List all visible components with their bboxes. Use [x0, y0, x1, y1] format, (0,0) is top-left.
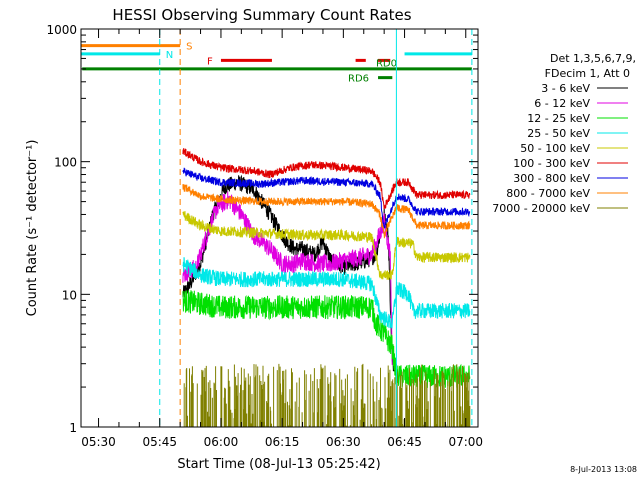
x-tick-label: 05:45 — [142, 435, 177, 449]
legend-label: 100 - 300 keV — [513, 157, 590, 170]
y-tick-label: 1 — [69, 421, 77, 435]
flag-label: RD6 — [348, 74, 369, 85]
series-7 — [182, 184, 471, 239]
y-tick-label: 100 — [54, 156, 77, 170]
series-line — [182, 257, 471, 329]
x-tick-label: 05:30 — [81, 435, 116, 449]
legend: Det 1,3,5,6,7,9, FDecim 1, Att 0 3 - 6 k… — [492, 52, 636, 215]
x-axis-label: Start Time (08-Jul-13 05:25:42) — [177, 457, 380, 472]
series-line — [183, 363, 471, 427]
y-tick-label: 10 — [62, 288, 77, 302]
series-line — [182, 191, 393, 365]
series-line — [182, 148, 471, 210]
x-tick-label: 07:00 — [448, 435, 483, 449]
series-3 — [182, 257, 471, 329]
series-6 — [182, 167, 471, 229]
legend-label: 7000 - 20000 keV — [492, 202, 590, 215]
y-axis-label: Count Rate (s⁻¹ detector⁻¹) — [25, 140, 40, 317]
flag-label: S — [186, 42, 192, 53]
legend-label: 50 - 100 keV — [520, 142, 590, 155]
flag-label: N — [166, 50, 173, 61]
x-tick-label: 06:00 — [204, 435, 239, 449]
legend-header-2: FDecim 1, Att 0 — [545, 67, 630, 80]
legend-label: 12 - 25 keV — [527, 112, 590, 125]
flag-label: F — [207, 56, 213, 67]
x-tick-label: 06:30 — [326, 435, 361, 449]
legend-entries: 3 - 6 keV 6 - 12 keV 12 - 25 keV 25 - 50 ke… — [492, 82, 628, 215]
legend-label: 6 - 12 keV — [534, 97, 590, 110]
y-tick-label: 1000 — [46, 23, 77, 37]
series-5 — [182, 148, 471, 210]
legend-label: 800 - 7000 keV — [506, 187, 590, 200]
series-layer — [182, 148, 471, 427]
series-8 — [183, 363, 471, 427]
series-1 — [182, 191, 393, 365]
flag-label: RD0 — [376, 59, 397, 70]
series-line — [182, 211, 471, 280]
axes: 1 10 100 1000 05:30 05:45 06:00 06:15 06:30 06:45… — [46, 23, 483, 449]
x-tick-label: 06:15 — [265, 435, 300, 449]
legend-label: 25 - 50 keV — [527, 127, 590, 140]
legend-label: 300 - 800 keV — [513, 172, 590, 185]
series-line — [182, 167, 471, 229]
x-tick-label: 06:45 — [387, 435, 422, 449]
legend-label: 3 - 6 keV — [541, 82, 590, 95]
plot-frame — [80, 28, 479, 428]
flag-bars: S N F RD6 RD0 — [81, 42, 472, 85]
legend-header-1: Det 1,3,5,6,7,9, — [550, 52, 636, 65]
chart-title: HESSI Observing Summary Count Rates — [112, 6, 411, 24]
series-line — [182, 184, 471, 239]
event-lines — [159, 29, 473, 427]
timestamp: 8-Jul-2013 13:08 — [570, 465, 637, 474]
series-4 — [182, 211, 471, 280]
